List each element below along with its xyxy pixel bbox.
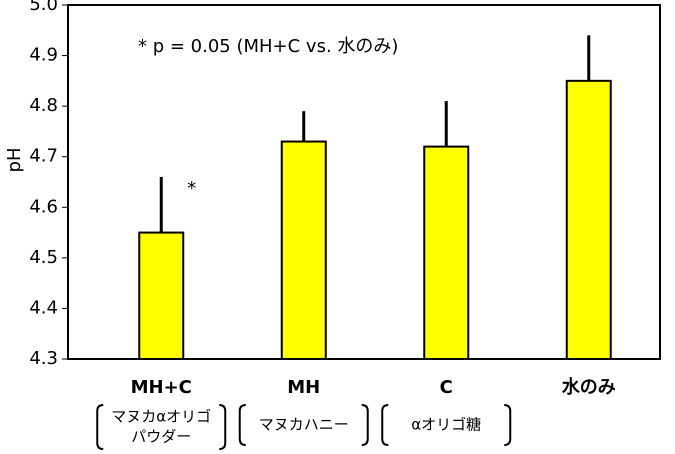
bar	[280, 140, 327, 360]
bar	[565, 79, 612, 360]
x-sub-label: マヌカハニー	[259, 416, 349, 434]
x-tick-label: 水のみ	[562, 376, 616, 398]
y-tick-label: 5.0	[29, 0, 58, 15]
x-tick-label: MH+C	[131, 377, 192, 398]
y-tick-label: 4.8	[29, 95, 58, 116]
y-axis-label: pH	[4, 148, 25, 173]
bracket	[238, 404, 246, 446]
bracket	[219, 404, 227, 450]
y-tick-label: 4.5	[29, 247, 58, 268]
annotation: * p = 0.05 (MH+C vs. 水のみ)	[138, 36, 398, 57]
y-tick-label: 4.3	[29, 348, 58, 369]
x-tick-label: C	[440, 377, 453, 398]
bracket	[504, 404, 512, 446]
x-sub-label: αオリゴ糖	[411, 416, 481, 434]
x-tick-label: MH	[287, 377, 320, 398]
bar	[423, 145, 470, 360]
y-tick-label: 4.4	[29, 297, 58, 318]
bar	[138, 231, 185, 360]
x-sub-label: マヌカαオリゴ	[111, 408, 211, 426]
x-sub-label: パウダー	[131, 428, 191, 446]
y-tick-label: 4.6	[29, 196, 58, 217]
y-tick-label: 4.7	[29, 146, 58, 167]
plot-frame	[67, 4, 661, 360]
bracket	[96, 404, 104, 450]
bracket	[381, 404, 389, 446]
significance-marker: *	[187, 178, 196, 199]
bracket	[361, 404, 369, 446]
y-tick-label: 4.9	[29, 45, 58, 66]
